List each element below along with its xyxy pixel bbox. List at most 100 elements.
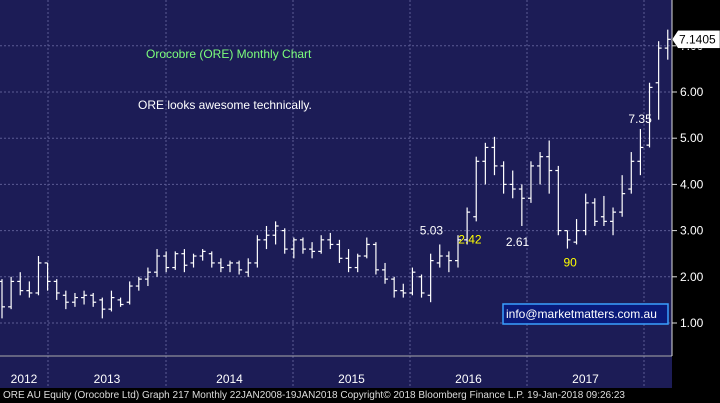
ohlc-bar <box>646 82 653 148</box>
ohlc-bar <box>208 251 215 268</box>
x-tick-label: 2015 <box>338 372 365 386</box>
ohlc-bar <box>227 260 233 273</box>
ohlc-bar <box>81 290 88 305</box>
chart-footer: ORE AU Equity (Orocobre Ltd) Graph 217 M… <box>0 388 720 403</box>
ohlc-bar <box>318 235 325 254</box>
ohlc-bar <box>555 165 562 236</box>
last-price-label: 7.1405 <box>679 32 716 46</box>
ohlc-bar <box>62 290 69 310</box>
ohlc-bar <box>473 156 480 222</box>
ohlc-bar <box>181 249 188 273</box>
ohlc-bar <box>163 251 170 273</box>
ohlc-bar <box>409 267 416 296</box>
footer-text: ORE AU Equity (Orocobre Ltd) Graph 217 M… <box>3 390 625 401</box>
ohlc-bar <box>144 267 151 287</box>
ohlc-bar <box>628 152 635 194</box>
y-tick-label: 5.00 <box>680 131 704 145</box>
ohlc-bar <box>99 297 106 319</box>
ohlc-bar <box>17 272 24 296</box>
ohlc-bar <box>236 260 243 275</box>
ohlc-bar <box>391 276 398 298</box>
ohlc-bar <box>327 232 334 250</box>
x-tick-label: 2016 <box>455 372 482 386</box>
ohlc-bar <box>491 136 498 176</box>
ohlc-bar <box>418 274 425 298</box>
ohlc-bar <box>537 152 544 185</box>
ohlc-bar <box>564 230 571 249</box>
ohlc-bar <box>126 281 133 305</box>
ohlc-bar <box>117 297 124 307</box>
price-annotation: 2.42 <box>458 232 482 246</box>
plot-area <box>0 0 672 356</box>
y-tick-label: 3.00 <box>680 224 704 238</box>
ohlc-bar <box>518 184 525 226</box>
ohlc-bar <box>482 142 489 185</box>
y-tick-label: 1.00 <box>680 316 704 330</box>
y-tick-label: 6.00 <box>680 85 704 99</box>
ohlc-bar <box>217 258 224 273</box>
price-annotation: 7.35 <box>628 112 652 126</box>
chart-title: Orocobre (ORE) Monthly Chart <box>146 47 312 61</box>
ohlc-bar <box>199 249 206 261</box>
ohlc-bar <box>600 195 607 226</box>
ohlc-bar <box>354 253 361 273</box>
x-tick-label: 2017 <box>572 372 599 386</box>
y-tick-label: 2.00 <box>680 270 704 284</box>
ohlc-bar <box>272 221 279 245</box>
ohlc-bar <box>299 237 306 254</box>
x-tick-label: 2012 <box>11 372 38 386</box>
ohlc-bar <box>263 225 270 250</box>
ohlc-bar <box>372 242 379 275</box>
ohlc-bar <box>345 249 352 273</box>
ohlc-bar <box>664 29 671 60</box>
ohlc-bar <box>464 207 471 245</box>
ohlc-bar <box>281 228 288 254</box>
ohlc-bar <box>90 292 97 307</box>
price-annotation: 2.61 <box>506 235 530 249</box>
price-annotation: 90 <box>563 256 577 270</box>
ohlc-bar <box>655 41 662 120</box>
ohlc-bar <box>172 251 179 270</box>
ohlc-bar <box>53 279 60 300</box>
ohlc-bar <box>254 235 261 268</box>
ohlc-bar <box>0 279 5 319</box>
ohlc-bar <box>573 219 580 245</box>
ohlc-bar <box>400 283 407 298</box>
ohlc-bar <box>546 140 553 194</box>
x-tick-label: 2013 <box>94 372 121 386</box>
ohlc-bar <box>108 290 115 312</box>
ohlc-bar <box>509 170 516 199</box>
y-tick-label: 4.00 <box>680 177 704 191</box>
email-box <box>502 303 669 325</box>
ohlc-bar <box>8 276 15 310</box>
ohlc-bar <box>455 235 461 268</box>
ohlc-bar <box>245 258 252 277</box>
ohlc-bar <box>527 161 534 203</box>
ohlc-bar <box>290 237 297 259</box>
ohlc-bar <box>436 244 443 268</box>
x-tick-label: 2014 <box>216 372 243 386</box>
ohlc-bar <box>35 256 42 296</box>
ohlc-bar <box>44 262 51 291</box>
ohlc-bar <box>582 193 589 236</box>
ohlc-bar <box>190 253 197 268</box>
ohlc-bar <box>427 253 434 303</box>
ohlc-bar <box>619 175 626 217</box>
x-axis-area <box>0 356 672 388</box>
ohlc-bar <box>26 281 33 298</box>
ohlc-bar <box>154 249 161 277</box>
price-annotation: 5.03 <box>420 223 444 237</box>
ohlc-bar <box>637 128 644 176</box>
last-price-box <box>671 30 720 49</box>
ohlc-bar <box>591 198 598 226</box>
ohlc-bar <box>445 251 452 273</box>
ohlc-bar <box>382 262 389 284</box>
ohlc-bar <box>71 292 78 307</box>
ohlc-bar <box>309 242 316 259</box>
ohlc-bar <box>336 239 343 263</box>
ohlc-bar <box>135 276 142 291</box>
email-label: info@marketmatters.com.au <box>506 307 657 321</box>
ohlc-bar <box>500 161 507 194</box>
ohlc-bar <box>363 237 370 259</box>
